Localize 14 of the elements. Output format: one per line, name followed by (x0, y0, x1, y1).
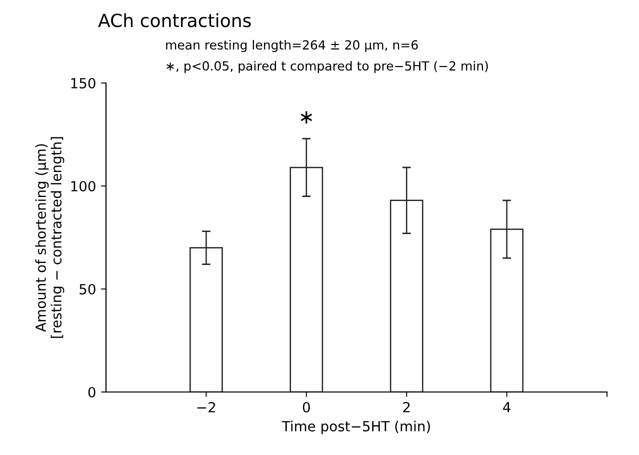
y-tick-label: 50 (80, 284, 96, 294)
chart-subtitle: mean resting length=264 ± 20 μm, n=6 (166, 40, 418, 52)
x-tick-label: 4 (503, 402, 510, 412)
x-tick-label: 2 (403, 402, 410, 412)
chart-title: ACh contractions (98, 13, 251, 28)
x-tick-label: 0 (302, 402, 310, 412)
y-axis-title: Amount of shortening (μm) [resting − contracted length] (35, 137, 64, 338)
x-axis-title: Time post−5HT (min) (282, 420, 430, 434)
y-tick-label: 150 (71, 78, 96, 88)
y-tick-label: 0 (88, 386, 96, 398)
x-tick-label: −2 (197, 402, 216, 412)
text: ∗, p<0.05, paired t compared to pre−5HT (−2 min) (166, 60, 488, 74)
y-tick-label: 100 (71, 180, 96, 192)
annotation: ∗ (300, 111, 312, 124)
